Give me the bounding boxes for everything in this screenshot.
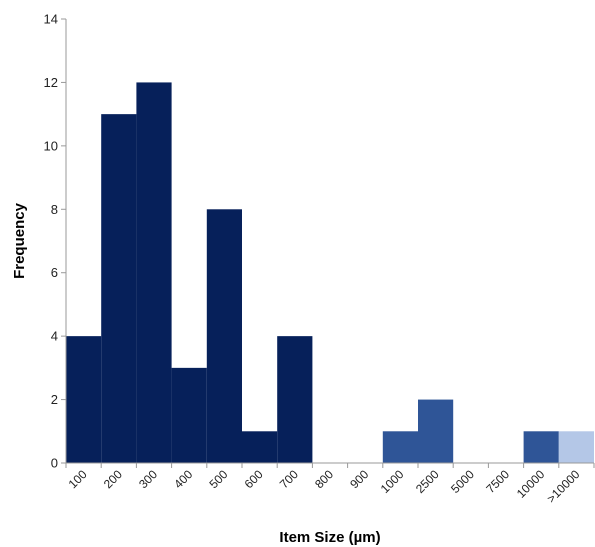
x-tick-label: 300 (136, 467, 160, 491)
bar-200 (101, 114, 137, 463)
x-tick-label: 700 (277, 467, 301, 491)
x-tick-label: 600 (242, 467, 266, 491)
x-axis-ticks: 100 200 300 400 500 600 700 800 900 1000 2500 5000 7… (65, 463, 595, 506)
bar-600 (242, 431, 278, 463)
bar-100 (66, 336, 102, 463)
x-tick-label: 200 (101, 467, 125, 491)
y-tick-label: 8 (51, 202, 58, 217)
x-tick-label: 7500 (483, 467, 512, 496)
x-axis-title: Item Size (µm) (279, 529, 380, 546)
x-tick-label: 400 (171, 467, 195, 491)
x-tick-label: 1000 (378, 467, 407, 496)
x-tick-label: 900 (347, 467, 371, 491)
bar-1000 (382, 431, 418, 463)
x-tick-label: 2500 (413, 467, 442, 496)
x-tick-label: 10000 (514, 467, 548, 501)
bar-10000 (523, 431, 559, 463)
x-tick-label: 500 (206, 467, 230, 491)
y-tick-label: 6 (51, 265, 58, 280)
y-tick-label: 4 (51, 329, 58, 344)
bar-2500 (418, 399, 454, 463)
x-tick-label: >10000 (544, 467, 583, 506)
bar-400 (171, 367, 207, 463)
x-tick-label: 100 (66, 467, 90, 491)
bar-300 (136, 82, 172, 464)
y-tick-label: 10 (44, 138, 58, 153)
x-tick-label: 800 (312, 467, 336, 491)
y-tick-label: 14 (44, 12, 58, 27)
y-axis-ticks: 0 2 4 6 8 10 12 14 (44, 12, 66, 471)
y-axis-title: Frequency (11, 202, 28, 279)
y-tick-label: 0 (51, 456, 58, 471)
bars-group (66, 82, 594, 464)
bar-gt10000 (558, 431, 594, 463)
bar-500 (206, 209, 242, 463)
bar-700 (277, 336, 313, 463)
y-tick-label: 12 (44, 75, 58, 90)
y-tick-label: 2 (51, 392, 58, 407)
x-tick-label: 5000 (448, 467, 477, 496)
